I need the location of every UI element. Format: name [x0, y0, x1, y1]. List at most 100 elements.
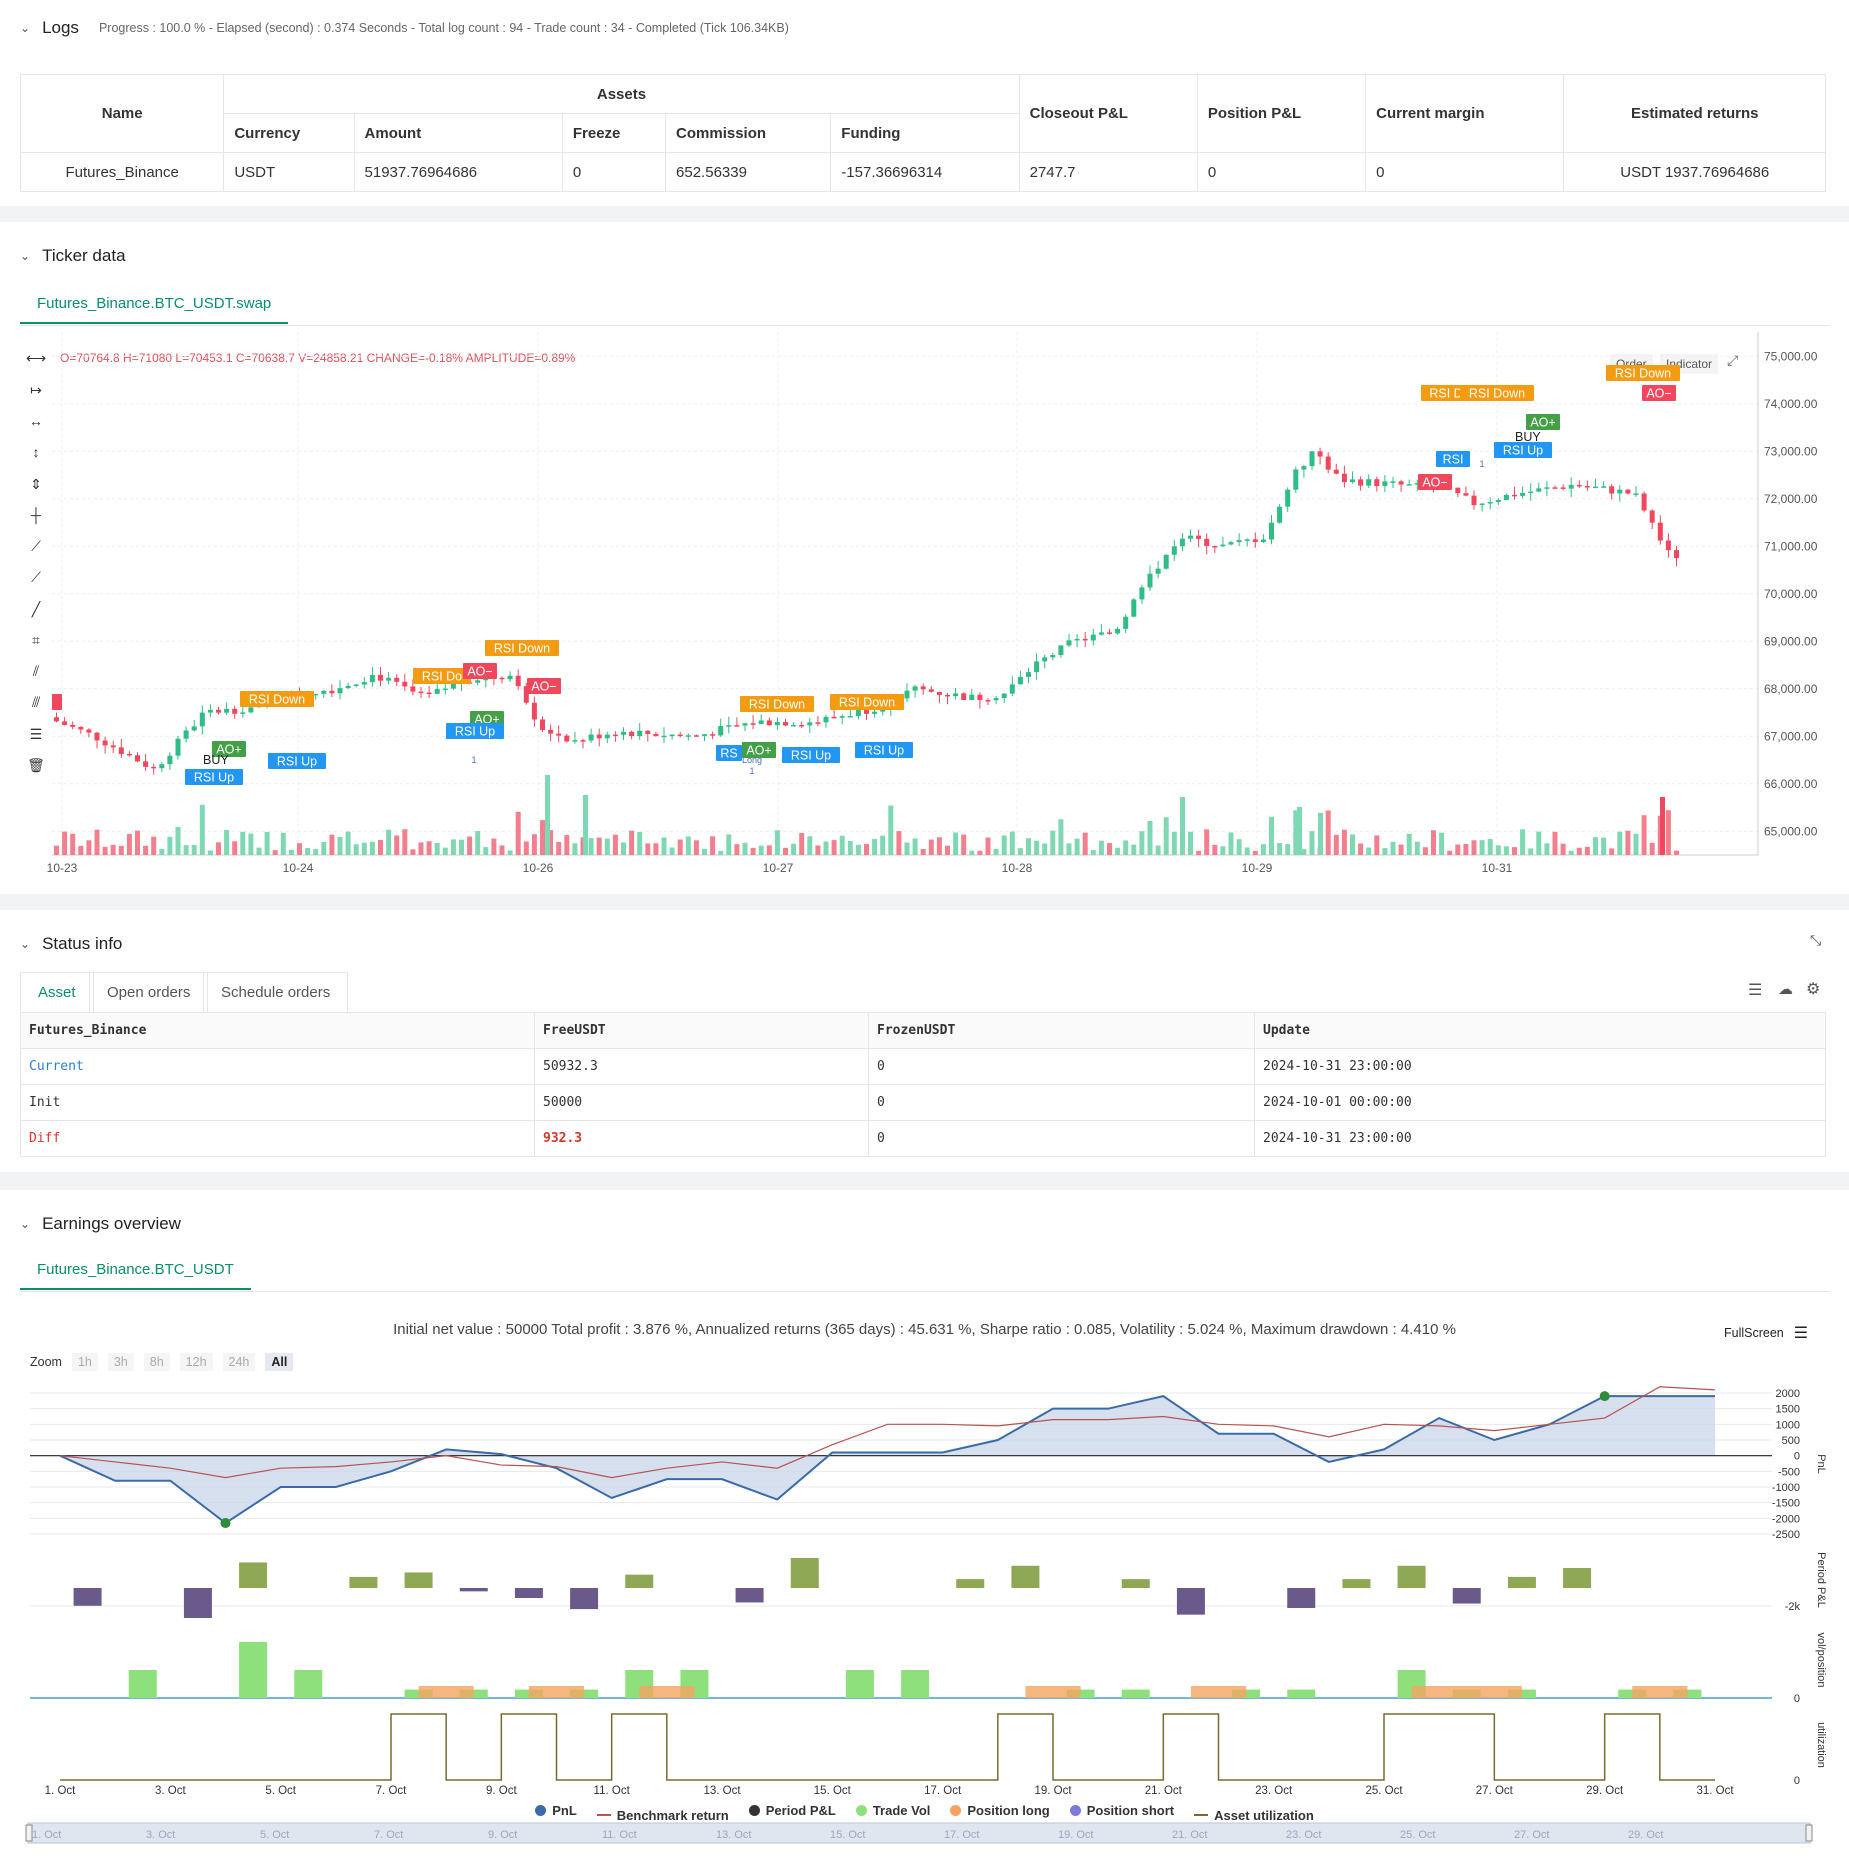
volume-bar — [1107, 843, 1112, 855]
trend-line-icon[interactable]: ⟋ — [31, 538, 41, 554]
candle-body — [1382, 481, 1388, 487]
ticker-header[interactable]: ⌄ Ticker data — [20, 246, 126, 266]
candle-body — [783, 722, 788, 726]
candle-body — [750, 723, 756, 725]
rsi-up-label: RSI Up — [455, 725, 495, 739]
volume-bar — [515, 811, 521, 855]
chevron-down-icon[interactable]: ⌄ — [20, 249, 31, 263]
candle-body — [1066, 640, 1072, 646]
segment-icon[interactable]: ╱ — [31, 601, 41, 617]
cell-amount: 51937.76964686 — [353, 152, 563, 192]
rsi-down-label-bg — [485, 640, 559, 656]
candlestick-chart[interactable]: 75,000.00 74,000.00 73,000.00 72,000.00 71,0… — [0, 222, 1849, 894]
ray-line-icon[interactable]: ⟋ — [31, 569, 41, 585]
date-tick: 10-31 — [1482, 861, 1513, 875]
list-icon[interactable]: ☰ — [1748, 982, 1763, 999]
trash-icon[interactable]: 🗑 — [27, 757, 45, 773]
fibonacci-icon[interactable]: ⫻ — [31, 694, 41, 710]
pnl-tick: 2000 — [1776, 1388, 1800, 1400]
chevron-down-icon[interactable]: ⌄ — [20, 1217, 31, 1231]
volume-bar — [1244, 847, 1250, 855]
zoom-3h-button[interactable]: 3h — [107, 1353, 134, 1371]
candle-body — [710, 734, 716, 736]
tab-open-orders[interactable]: Open orders — [89, 972, 209, 1012]
rsi-up-label-bg — [782, 747, 840, 763]
pnl-tick: -1500 — [1772, 1498, 1800, 1510]
tab-earnings-symbol[interactable]: Futures_Binance.BTC_USDT — [20, 1250, 251, 1290]
legend-marker-icon — [1194, 1814, 1209, 1816]
legend-item[interactable]: Position long — [950, 1803, 1050, 1818]
volume-bar — [1366, 847, 1372, 855]
earnings-header[interactable]: ⌄ Earnings overview — [20, 1214, 181, 1234]
price-line-icon[interactable]: ┼ — [31, 507, 41, 523]
menu-icon[interactable]: ☰ — [1793, 1325, 1809, 1342]
candle-body — [1479, 503, 1485, 506]
legend-item[interactable]: Position short — [1069, 1803, 1174, 1818]
logs-header[interactable]: ⌄ Logs Progress : 100.0 % - Elapsed (sec… — [20, 18, 789, 38]
vertical-line-icon[interactable]: ↕ — [32, 444, 40, 460]
legend-item[interactable]: Period P&L — [748, 1803, 836, 1818]
volume-bar — [531, 834, 537, 855]
navigator-right-handle — [1805, 1824, 1813, 1842]
vertical-segment-icon[interactable]: ⇕ — [30, 476, 42, 492]
price-label-icon[interactable]: ⌗ — [32, 632, 40, 648]
zoom-label: Zoom — [30, 1355, 62, 1369]
col-update: Update — [1254, 1012, 1826, 1049]
status-table: Futures_Binance FreeUSDT FrozenUSDT Upda… — [20, 1012, 1826, 1157]
candle-body — [1536, 488, 1542, 492]
long-label: 1 — [749, 766, 754, 776]
tab-schedule-orders[interactable]: Schedule orders — [203, 972, 349, 1012]
row-label-init: Init — [20, 1084, 535, 1121]
horizontal-line-icon[interactable]: ⟷ — [26, 350, 47, 366]
volume-bar — [1487, 839, 1493, 855]
period-bar — [1287, 1588, 1316, 1608]
candle-body — [54, 717, 59, 722]
candle-body — [588, 734, 594, 741]
legend-item[interactable]: Benchmark return — [596, 1808, 729, 1823]
col-returns: Estimated returns — [1563, 74, 1826, 153]
zoom-all-button[interactable]: All — [265, 1353, 294, 1371]
volume-bar — [839, 835, 845, 855]
col-freeze: Freeze — [561, 113, 667, 153]
gear-icon[interactable]: ⚙ — [1806, 981, 1821, 998]
volume-bar — [337, 836, 343, 855]
fullscreen-button[interactable]: FullScreen ☰ — [1724, 1323, 1808, 1343]
ao-minus-label: AO− — [467, 665, 492, 679]
zoom-24h-button[interactable]: 24h — [222, 1353, 256, 1371]
tab-ticker-symbol[interactable]: Futures_Binance.BTC_USDT.swap — [20, 284, 289, 324]
candle-body — [839, 716, 845, 718]
horizontal-ray-icon[interactable]: ↦ — [30, 382, 42, 398]
fib-lines-icon[interactable]: ☰ — [29, 726, 43, 742]
expand-icon[interactable]: ⤢ — [1727, 352, 1739, 368]
legend-item[interactable]: Trade Vol — [855, 1803, 930, 1818]
volume-bar — [1609, 848, 1615, 855]
volume-bar — [1544, 843, 1550, 855]
chevron-down-icon[interactable]: ⌄ — [20, 937, 31, 951]
volume-bar — [110, 844, 116, 855]
period-bar — [404, 1572, 433, 1588]
candle-body — [742, 723, 748, 726]
tab-asset[interactable]: Asset — [20, 972, 94, 1012]
collapse-icon[interactable]: ⤡ — [1810, 932, 1822, 948]
volume-bar — [386, 829, 392, 855]
volume-bar — [426, 841, 432, 855]
extended-line-icon[interactable]: ↔ — [29, 413, 43, 429]
earnings-chart[interactable]: 2000 1500 1000 500 0 -500 -1000 -1500 -2000 -2500… — [0, 1190, 1849, 1875]
zoom-12h-button[interactable]: 12h — [179, 1353, 213, 1371]
candle-body — [240, 712, 246, 714]
rsi-up-label-bg — [1436, 451, 1470, 467]
legend-item[interactable]: PnL — [535, 1803, 577, 1818]
status-header[interactable]: ⌄ Status info — [20, 934, 122, 954]
volume-bar — [1228, 832, 1234, 855]
candle-body — [1341, 473, 1347, 483]
position-long-bar — [1411, 1686, 1522, 1698]
zoom-1h-button[interactable]: 1h — [71, 1353, 98, 1371]
cloud-download-icon[interactable]: ☁ — [1778, 981, 1793, 998]
candle-body — [86, 729, 92, 733]
parallel-channel-icon[interactable]: ⫽ — [32, 663, 40, 679]
volume-bar — [1374, 835, 1380, 855]
chevron-down-icon[interactable]: ⌄ — [20, 21, 31, 35]
legend-item[interactable]: Asset utilization — [1194, 1808, 1314, 1823]
trade-vol-bar — [239, 1642, 268, 1698]
zoom-8h-button[interactable]: 8h — [143, 1353, 170, 1371]
